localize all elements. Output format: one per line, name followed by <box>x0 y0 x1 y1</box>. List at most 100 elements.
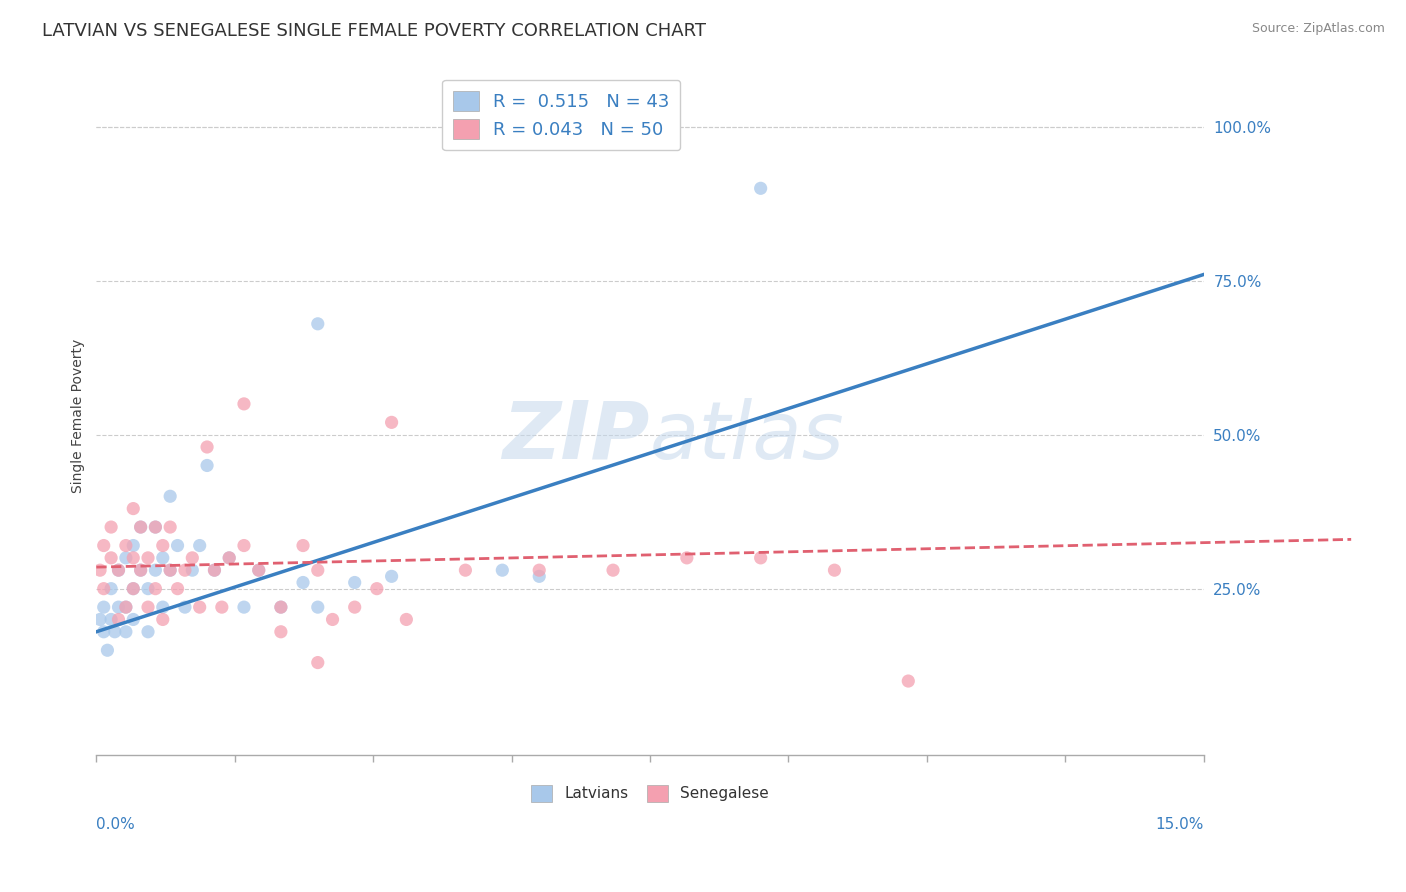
Point <box>897 674 920 689</box>
Point <box>247 563 270 577</box>
Point <box>195 458 218 473</box>
Point <box>233 397 256 411</box>
Point <box>145 520 167 534</box>
Point <box>322 612 344 626</box>
Point <box>96 643 118 657</box>
Point <box>89 563 111 577</box>
Point <box>145 582 167 596</box>
Point <box>381 415 404 429</box>
Point <box>129 520 152 534</box>
Point <box>233 539 256 553</box>
Point <box>270 600 292 615</box>
Point <box>100 550 122 565</box>
Point <box>152 612 174 626</box>
Point <box>270 624 292 639</box>
Point <box>145 563 167 577</box>
Point <box>100 612 122 626</box>
Point <box>307 563 329 577</box>
Point <box>136 582 159 596</box>
Point <box>159 489 181 503</box>
Point <box>174 563 197 577</box>
Point <box>343 575 366 590</box>
Text: 0.0%: 0.0% <box>97 816 135 831</box>
Point <box>107 563 129 577</box>
Point <box>749 181 772 195</box>
Point <box>136 600 159 615</box>
Point <box>136 550 159 565</box>
Point <box>159 563 181 577</box>
Point <box>115 624 138 639</box>
Point <box>152 550 174 565</box>
Point <box>676 550 699 565</box>
Point <box>218 550 240 565</box>
Point <box>152 600 174 615</box>
Point <box>129 520 152 534</box>
Point <box>107 600 129 615</box>
Point <box>218 550 240 565</box>
Point <box>491 563 513 577</box>
Point <box>529 563 551 577</box>
Point <box>107 563 129 577</box>
Point <box>395 612 418 626</box>
Point <box>122 612 145 626</box>
Point <box>529 569 551 583</box>
Text: atlas: atlas <box>650 398 845 475</box>
Point <box>195 440 218 454</box>
Text: Source: ZipAtlas.com: Source: ZipAtlas.com <box>1251 22 1385 36</box>
Point <box>107 612 129 626</box>
Point <box>129 563 152 577</box>
Point <box>89 612 111 626</box>
Point <box>188 600 211 615</box>
Text: ZIP: ZIP <box>502 398 650 475</box>
Point <box>122 501 145 516</box>
Point <box>166 582 188 596</box>
Point <box>211 600 233 615</box>
Point <box>174 600 197 615</box>
Point <box>233 600 256 615</box>
Point <box>122 550 145 565</box>
Point <box>602 563 624 577</box>
Point <box>93 539 115 553</box>
Point <box>343 600 366 615</box>
Point <box>247 563 270 577</box>
Point <box>454 563 477 577</box>
Point <box>307 600 329 615</box>
Point <box>93 600 115 615</box>
Point <box>122 582 145 596</box>
Point <box>115 550 138 565</box>
Point <box>307 656 329 670</box>
Point <box>749 550 772 565</box>
Point <box>166 539 188 553</box>
Point <box>136 624 159 639</box>
Point <box>115 539 138 553</box>
Point <box>152 539 174 553</box>
Y-axis label: Single Female Poverty: Single Female Poverty <box>72 339 86 493</box>
Text: LATVIAN VS SENEGALESE SINGLE FEMALE POVERTY CORRELATION CHART: LATVIAN VS SENEGALESE SINGLE FEMALE POVE… <box>42 22 706 40</box>
Point <box>122 539 145 553</box>
Point <box>145 520 167 534</box>
Point <box>270 600 292 615</box>
Point <box>122 582 145 596</box>
Point <box>381 569 404 583</box>
Point <box>129 563 152 577</box>
Point <box>93 624 115 639</box>
Point <box>100 582 122 596</box>
Point <box>292 575 315 590</box>
Point <box>93 582 115 596</box>
Point <box>159 563 181 577</box>
Point <box>115 600 138 615</box>
Legend: Latvians, Senegalese: Latvians, Senegalese <box>524 779 775 808</box>
Point <box>115 600 138 615</box>
Point <box>307 317 329 331</box>
Point <box>204 563 226 577</box>
Point <box>181 563 204 577</box>
Point <box>104 624 127 639</box>
Point <box>366 582 388 596</box>
Text: 15.0%: 15.0% <box>1156 816 1204 831</box>
Point <box>204 563 226 577</box>
Point <box>159 520 181 534</box>
Point <box>100 520 122 534</box>
Point <box>181 550 204 565</box>
Point <box>824 563 846 577</box>
Point <box>188 539 211 553</box>
